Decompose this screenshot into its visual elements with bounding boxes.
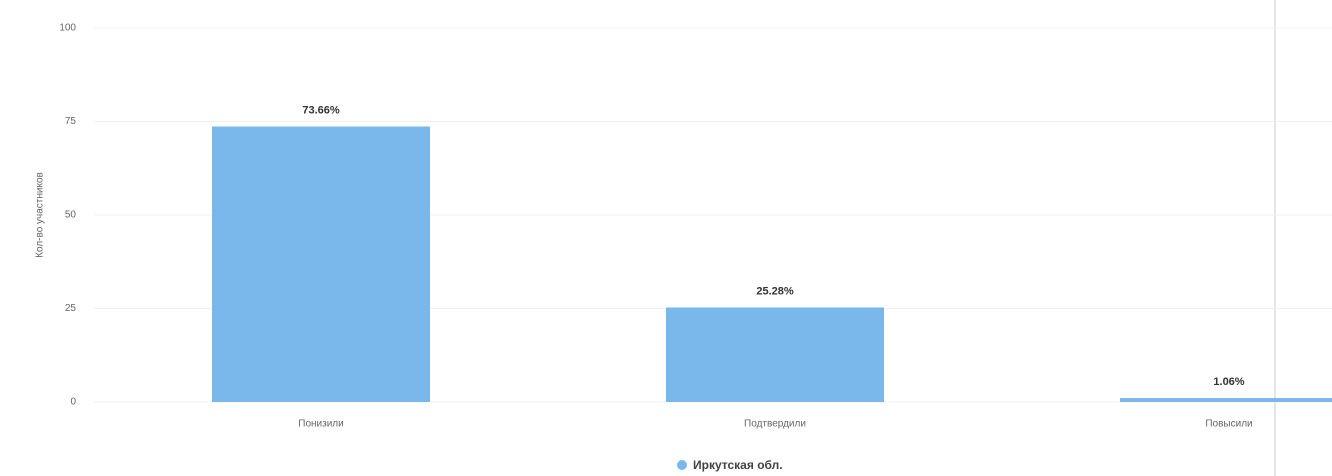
y-tick-label: 75 xyxy=(65,116,77,127)
value-label: 1.06% xyxy=(1213,376,1244,388)
bar xyxy=(1120,398,1332,402)
x-tick-label: Понизили xyxy=(298,419,343,430)
x-tick-label: Повысили xyxy=(1205,419,1252,430)
legend-label: Иркутская обл. xyxy=(693,458,783,472)
bar xyxy=(666,307,884,402)
x-tick-label: Подтвердили xyxy=(744,419,806,430)
legend-marker xyxy=(677,460,687,470)
y-tick-label: 0 xyxy=(70,397,76,408)
y-tick-label: 50 xyxy=(65,210,77,221)
y-tick-label: 25 xyxy=(65,303,77,314)
bar xyxy=(212,126,430,402)
value-label: 25.28% xyxy=(756,285,794,297)
y-axis-label: Кол-во участников xyxy=(35,172,46,258)
y-tick-label: 100 xyxy=(59,23,76,34)
value-label: 73.66% xyxy=(302,104,340,116)
